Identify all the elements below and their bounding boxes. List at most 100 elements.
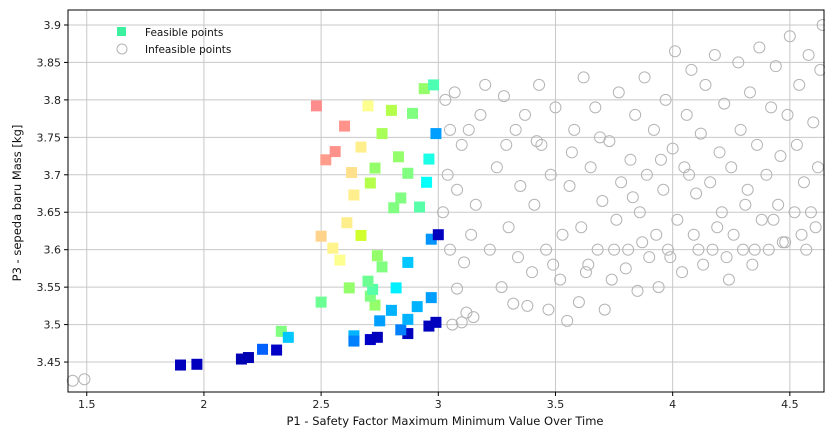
feasible-point — [367, 283, 379, 295]
feasible-point — [414, 201, 426, 213]
feasible-point — [425, 233, 437, 245]
infeasible-point — [514, 180, 527, 193]
infeasible-point — [497, 90, 510, 103]
feasible-point — [385, 104, 397, 116]
infeasible-point — [589, 101, 602, 114]
infeasible-point — [446, 318, 459, 331]
feasible-point — [376, 128, 388, 140]
infeasible-point — [455, 316, 468, 329]
infeasible-point — [561, 314, 574, 327]
y-tick-label: 3.45 — [37, 356, 62, 369]
infeasible-point — [509, 123, 522, 136]
infeasible-point — [664, 251, 677, 264]
infeasible-point — [694, 127, 707, 140]
feasible-point — [257, 343, 269, 355]
infeasible-point — [507, 297, 520, 310]
y-tick-label: 3.55 — [37, 281, 62, 294]
feasible-point — [371, 250, 383, 262]
feasible-point — [425, 292, 437, 304]
infeasible-point — [640, 168, 653, 181]
infeasible-point — [722, 273, 735, 286]
x-tick-label: 4 — [669, 398, 676, 411]
infeasible-point — [626, 191, 639, 204]
feasible-point — [395, 324, 407, 336]
infeasible-point — [444, 123, 457, 136]
infeasible-point — [631, 284, 644, 297]
infeasible-point — [619, 262, 632, 275]
infeasible-point — [732, 56, 745, 69]
infeasible-point — [793, 78, 806, 91]
infeasible-point — [624, 153, 637, 166]
infeasible-point — [458, 256, 471, 269]
feasible-point — [423, 153, 435, 165]
infeasible-point — [769, 60, 782, 73]
feasible-point — [402, 313, 414, 325]
feasible-point — [374, 315, 386, 327]
infeasible-point — [565, 146, 578, 159]
feasible-point — [275, 325, 287, 337]
infeasible-point — [483, 243, 496, 256]
infeasible-point — [727, 228, 740, 241]
feasible-point — [402, 256, 414, 268]
feasible-point — [430, 128, 442, 140]
infeasible-point — [718, 97, 731, 110]
infeasible-point — [650, 228, 663, 241]
infeasible-point — [636, 236, 649, 249]
infeasible-point — [687, 228, 700, 241]
infeasible-point — [502, 221, 515, 234]
infeasible-point — [725, 161, 738, 174]
infeasible-point — [748, 243, 761, 256]
infeasible-point — [795, 228, 808, 241]
infeasible-point — [563, 180, 576, 193]
infeasible-point — [811, 161, 824, 174]
infeasible-point — [816, 18, 825, 31]
feasible-point — [343, 282, 355, 294]
infeasible-point — [436, 206, 449, 219]
infeasible-point — [772, 198, 785, 211]
infeasible-point — [765, 101, 778, 114]
infeasible-point — [540, 243, 553, 256]
infeasible-point — [661, 243, 674, 256]
feasible-point — [174, 359, 186, 371]
infeasible-point — [612, 86, 625, 99]
infeasible-series — [66, 18, 825, 387]
x-tick-label: 1.5 — [78, 398, 96, 411]
infeasible-point — [582, 258, 595, 271]
feasible-point — [346, 167, 358, 179]
infeasible-point — [479, 78, 492, 91]
infeasible-point — [755, 213, 768, 226]
infeasible-point — [455, 138, 468, 151]
infeasible-point — [781, 108, 794, 121]
legend-infeasible-marker — [116, 43, 128, 55]
infeasible-point — [66, 374, 79, 387]
y-axis-ticks: 3.45 3.5 3.55 3.6 3.65 3.7 3.75 3.8 3.85 3.9 — [37, 19, 68, 369]
infeasible-point — [490, 161, 503, 174]
infeasible-point — [697, 258, 710, 271]
infeasible-point — [549, 101, 562, 114]
infeasible-point — [654, 153, 667, 166]
infeasible-point — [441, 168, 454, 181]
feasible-point — [376, 261, 388, 273]
feasible-point — [390, 282, 402, 294]
infeasible-point — [622, 243, 635, 256]
feasible-point — [371, 331, 383, 343]
infeasible-point — [690, 187, 703, 200]
feasible-point — [421, 176, 433, 188]
infeasible-point — [495, 281, 508, 294]
infeasible-point — [753, 41, 766, 54]
feasible-point — [315, 296, 327, 308]
infeasible-point — [596, 195, 609, 207]
feasible-point — [423, 320, 435, 332]
feasible-point — [320, 154, 332, 166]
infeasible-point — [807, 116, 820, 129]
infeasible-point — [547, 258, 560, 271]
infeasible-point — [669, 45, 682, 58]
infeasible-point — [713, 146, 726, 159]
feasible-point — [235, 353, 247, 365]
infeasible-point — [467, 311, 480, 324]
feasible-point — [327, 242, 339, 254]
infeasible-point — [579, 266, 592, 279]
infeasible-point — [615, 176, 628, 189]
legend: Feasible points Infeasible points — [116, 27, 231, 56]
infeasible-point — [556, 228, 569, 241]
